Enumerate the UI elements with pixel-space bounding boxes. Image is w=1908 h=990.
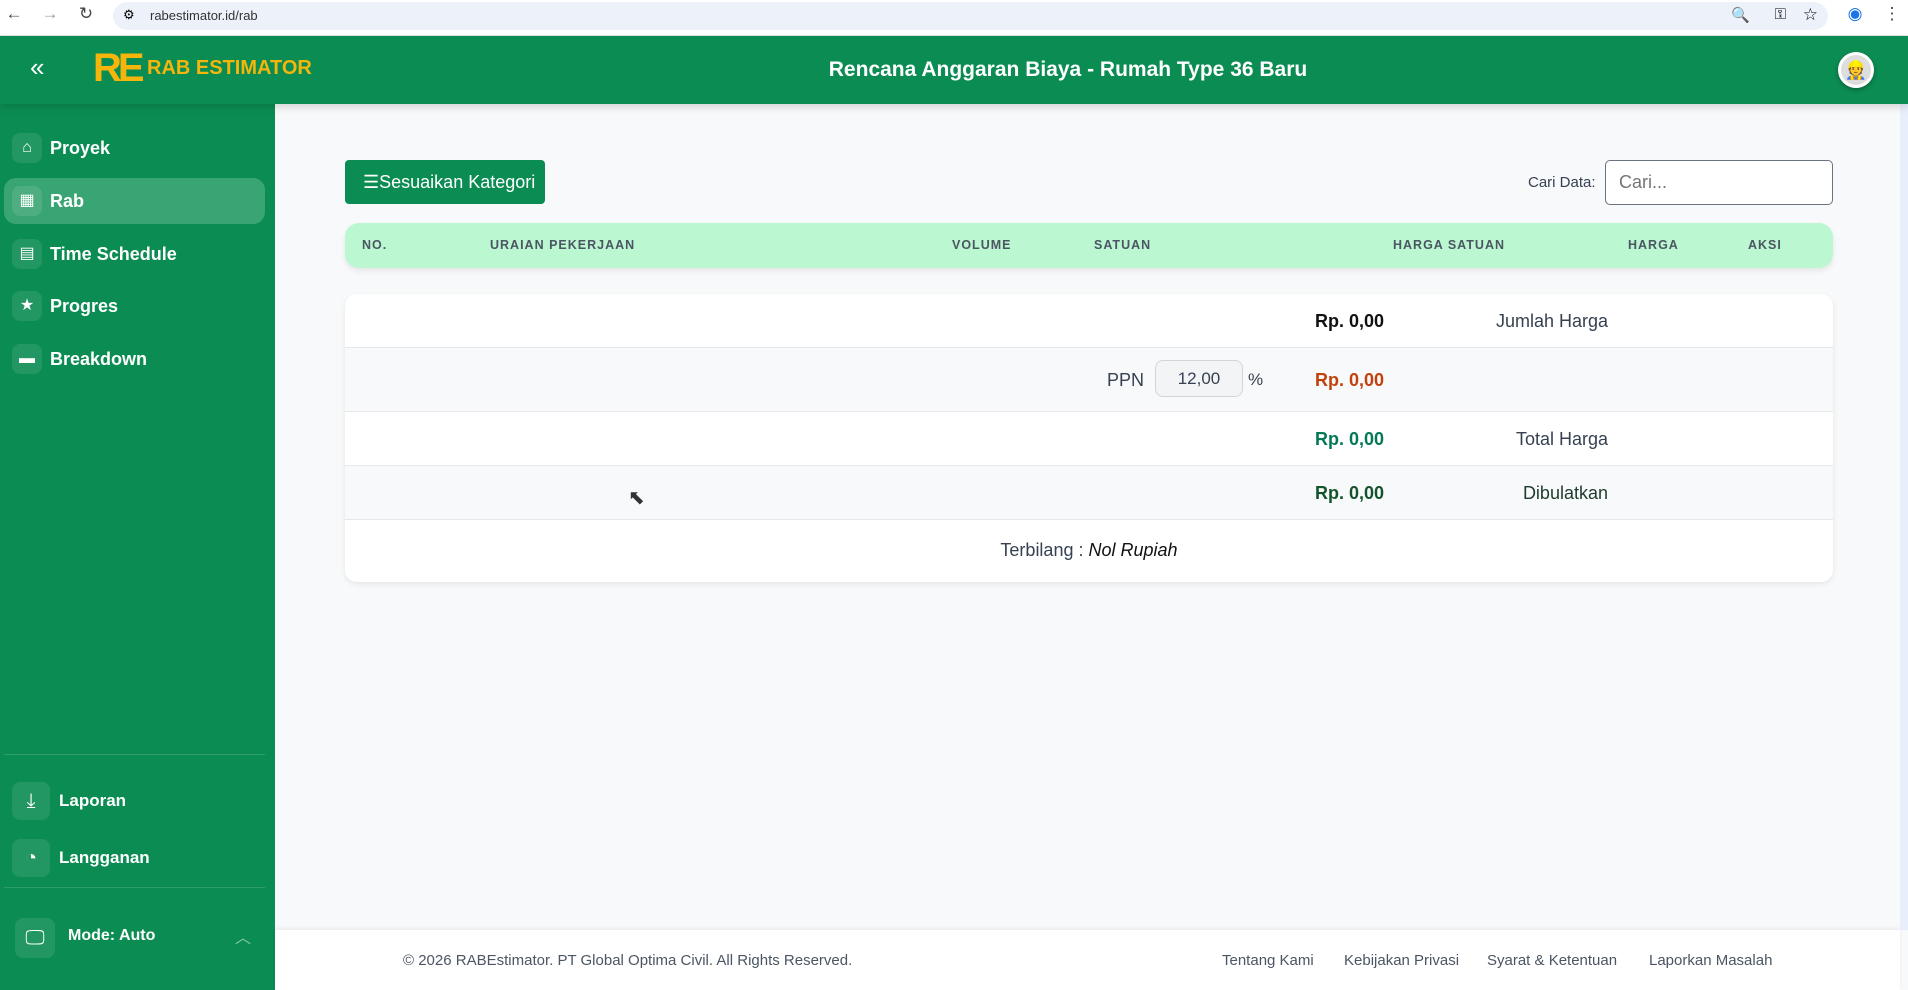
bookmark-star-icon[interactable]: ☆ — [1802, 5, 1818, 24]
copyright: © 2026 RABEstimator. PT Global Optima Ci… — [403, 952, 853, 969]
sidebar: ⌂ Proyek ▦ Rab ▤ Time Schedule ★ Progres ▬ Br… — [0, 104, 275, 990]
collapse-sidebar-icon[interactable]: « — [30, 52, 45, 82]
archive-icon: ▬ — [12, 344, 42, 374]
divider — [4, 754, 265, 755]
sidebar-item-proyek[interactable]: ⌂ Proyek — [4, 125, 265, 171]
brand-name: RAB ESTIMATOR — [147, 57, 312, 79]
monitor-icon: 🖵 — [15, 918, 55, 958]
sidebar-item-time-schedule[interactable]: ▤ Time Schedule — [4, 231, 265, 277]
key-icon[interactable]: ⚿ — [1774, 6, 1786, 23]
zoom-icon[interactable]: 🔍 — [1731, 7, 1750, 24]
app-header: « RE RAB ESTIMATOR Rencana Anggaran Biay… — [0, 36, 1908, 104]
chevron-up-icon: ︿ — [235, 930, 252, 947]
column-header-uraian: URAIAN PEKERJAAN — [490, 238, 636, 252]
url-text[interactable]: rabestimator.id/rab — [150, 8, 258, 23]
summary-row-total: Total Harga Rp. 0,00 — [345, 412, 1833, 466]
column-header-satuan: SATUAN — [1094, 238, 1152, 252]
profile-icon[interactable]: ◉ — [1847, 4, 1863, 23]
theme-mode-toggle[interactable]: 🖵 Mode: Auto ︿ — [7, 914, 268, 962]
divider — [4, 887, 265, 888]
sidebar-item-laporan[interactable]: ⤓ Laporan — [4, 778, 265, 826]
summary-row-ppn: PPN % Rp. 0,00 — [345, 348, 1833, 412]
page-title: Rencana Anggaran Biaya - Rumah Type 36 B… — [828, 58, 1308, 81]
logo: RE — [93, 46, 145, 90]
site-settings-icon[interactable]: ⚙ — [123, 7, 135, 22]
column-header-harga: HARGA — [1628, 238, 1679, 252]
search-label: Cari Data: — [1528, 174, 1596, 191]
user-icon: 👷 — [1841, 55, 1871, 85]
star-icon: ★ — [12, 291, 42, 321]
customize-category-button[interactable]: ☰Sesuaikan Kategori — [345, 160, 545, 204]
footer-link-syarat[interactable]: Syarat & Ketentuan — [1487, 952, 1618, 969]
footer: © 2026 RABEstimator. PT Global Optima Ci… — [275, 930, 1900, 990]
terbilang-row: Terbilang : Nol Rupiah — [1000, 540, 1178, 560]
summary-row-jumlah: Jumlah Harga Rp. 0,00 — [345, 294, 1833, 348]
mouse-cursor-icon: ⬉ — [628, 487, 645, 509]
home-icon: ⌂ — [12, 133, 42, 163]
summary-card: Jumlah Harga Rp. 0,00 PPN % Rp. 0,00 Tot… — [345, 294, 1833, 582]
menu-kebab-icon[interactable]: ⋮ — [1883, 4, 1901, 23]
list-icon: ☰ — [363, 172, 380, 192]
reload-icon[interactable]: ↻ — [78, 4, 94, 23]
forward-icon[interactable]: → — [41, 4, 59, 23]
clock-icon: ◔ — [12, 839, 50, 877]
browser-toolbar: ← → ↻ ⚙ rabestimator.id/rab 🔍 ⚿ ☆ ◉ ⋮ — [0, 0, 1908, 36]
table-header: NO. URAIAN PEKERJAAN VOLUME SATUAN HARGA… — [345, 223, 1833, 268]
sidebar-item-progres[interactable]: ★ Progres — [4, 283, 265, 329]
calendar-icon: ▤ — [12, 239, 42, 269]
footer-link-privasi[interactable]: Kebijakan Privasi — [1344, 952, 1460, 969]
sidebar-item-breakdown[interactable]: ▬ Breakdown — [4, 336, 265, 382]
grid-icon: ▦ — [12, 186, 42, 216]
footer-link-laporkan[interactable]: Laporkan Masalah — [1649, 952, 1773, 969]
summary-row-dibulatkan: Dibulatkan Rp. 0,00 — [345, 466, 1833, 520]
back-icon[interactable]: ← — [5, 4, 23, 23]
column-header-aksi: AKSI — [1748, 238, 1782, 252]
column-header-harga-satuan: HARGA SATUAN — [1393, 238, 1505, 252]
column-header-volume: VOLUME — [952, 238, 1012, 252]
download-icon: ⤓ — [12, 782, 50, 820]
footer-link-tentang[interactable]: Tentang Kami — [1222, 952, 1314, 969]
scrollbar[interactable] — [1900, 104, 1908, 930]
terbilang-value: Nol Rupiah — [1088, 540, 1178, 560]
ppn-rate-input[interactable] — [1155, 360, 1243, 397]
column-header-no: NO. — [362, 238, 388, 252]
search-input[interactable] — [1605, 160, 1833, 205]
sidebar-item-rab[interactable]: ▦ Rab — [4, 178, 265, 224]
address-bar[interactable]: ⚙ rabestimator.id/rab 🔍 ⚿ ☆ — [113, 2, 1828, 30]
sidebar-item-langganan[interactable]: ◔ Langganan — [4, 835, 265, 883]
avatar[interactable]: 👷 — [1838, 52, 1874, 88]
